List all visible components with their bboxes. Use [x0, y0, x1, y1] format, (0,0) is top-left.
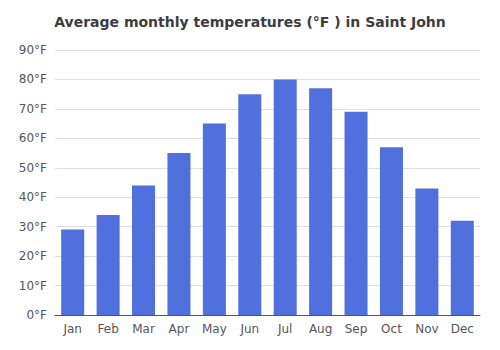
svg-text:Jul: Jul — [277, 322, 292, 336]
svg-text:90°F: 90°F — [19, 43, 47, 57]
svg-text:30°F: 30°F — [19, 220, 47, 234]
svg-text:Jun: Jun — [239, 322, 259, 336]
svg-text:Nov: Nov — [415, 322, 438, 336]
svg-text:Average monthly temperatures (: Average monthly temperatures (°F ) in Sa… — [54, 14, 446, 30]
svg-text:Sep: Sep — [345, 322, 368, 336]
svg-text:Feb: Feb — [98, 322, 119, 336]
svg-text:Dec: Dec — [451, 322, 474, 336]
svg-text:50°F: 50°F — [19, 161, 47, 175]
svg-text:Aug: Aug — [309, 322, 332, 336]
svg-text:10°F: 10°F — [19, 279, 47, 293]
svg-text:0°F: 0°F — [26, 308, 47, 322]
svg-text:May: May — [202, 322, 227, 336]
svg-text:60°F: 60°F — [19, 131, 47, 145]
svg-text:Jan: Jan — [62, 322, 82, 336]
svg-text:40°F: 40°F — [19, 190, 47, 204]
svg-text:Mar: Mar — [132, 322, 155, 336]
svg-text:Oct: Oct — [381, 322, 402, 336]
svg-text:Apr: Apr — [169, 322, 190, 336]
svg-text:80°F: 80°F — [19, 72, 47, 86]
svg-text:20°F: 20°F — [19, 249, 47, 263]
svg-text:70°F: 70°F — [19, 102, 47, 116]
